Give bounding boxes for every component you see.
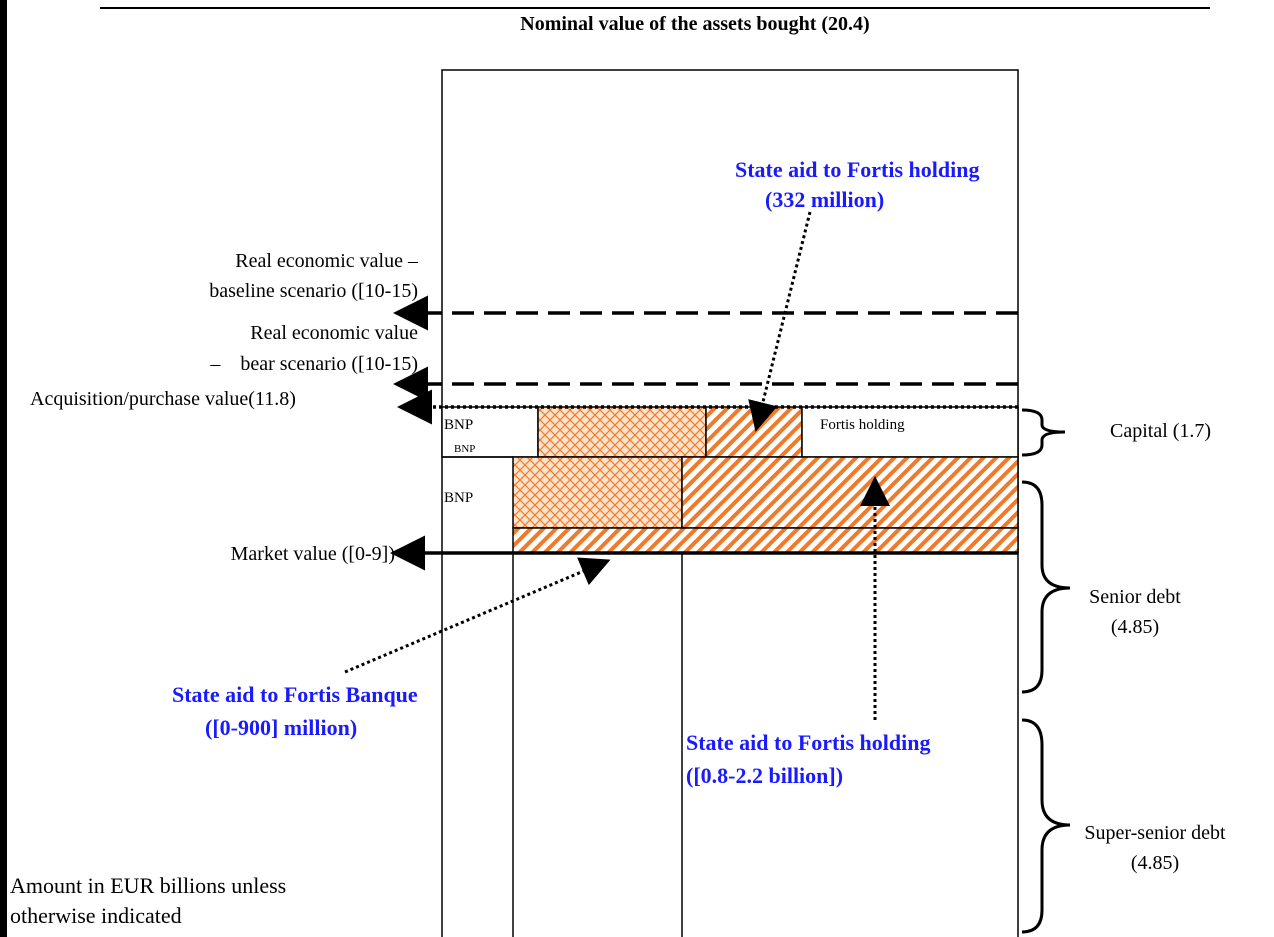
cell-label: BNP xyxy=(444,417,473,433)
braces xyxy=(1021,408,1071,934)
note: Amount in EUR billions unless xyxy=(10,873,286,898)
cell-label: BNP xyxy=(454,443,475,455)
label: baseline scenario ([10-15) xyxy=(209,280,418,302)
cell-label: Fortis holding xyxy=(820,417,905,433)
callout: State aid to Fortis holding xyxy=(686,730,930,755)
callout: (332 million) xyxy=(765,187,884,212)
bracket-label: Capital (1.7) xyxy=(1110,420,1211,442)
cells xyxy=(441,406,1019,937)
label: Market value ([0-9]) xyxy=(231,543,395,565)
callout: ([0.8-2.2 billion]) xyxy=(686,763,843,788)
label: – bear scenario ([10-15) xyxy=(209,353,418,375)
bracket-label: Super-senior debt xyxy=(1084,822,1226,844)
title: Nominal value of the assets bought (20.4… xyxy=(520,13,869,35)
bracket-label: Senior debt xyxy=(1089,586,1181,608)
callout: ([0-900] million) xyxy=(205,715,357,740)
value-lines xyxy=(344,211,1018,720)
label: Real economic value xyxy=(250,322,418,344)
label: Acquisition/purchase value(11.8) xyxy=(30,388,296,410)
cell-label: BNP xyxy=(444,490,473,506)
callout: State aid to Fortis Banque xyxy=(172,682,418,707)
note: otherwise indicated xyxy=(10,903,182,928)
label: Real economic value – xyxy=(235,250,419,272)
callout: State aid to Fortis holding xyxy=(735,157,979,182)
bracket-label: (4.85) xyxy=(1131,852,1179,874)
bracket-label: (4.85) xyxy=(1111,616,1159,638)
